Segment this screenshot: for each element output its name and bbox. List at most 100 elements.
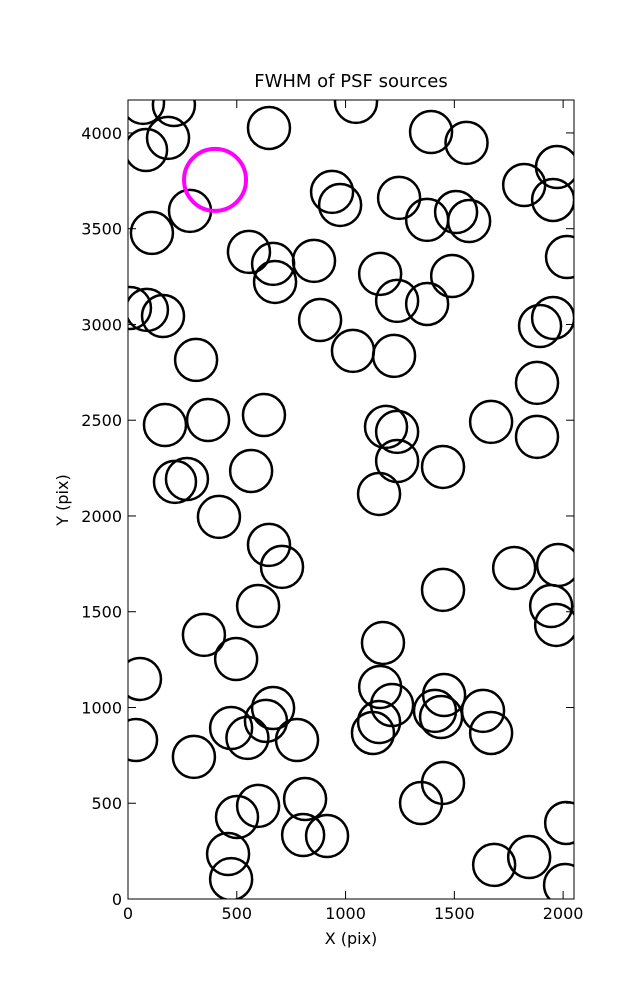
source-marker (542, 862, 574, 899)
source-marker (297, 297, 343, 343)
source-marker (433, 189, 479, 235)
source-marker (412, 688, 458, 734)
source-marker (259, 544, 305, 590)
source-marker (317, 182, 363, 228)
source-marker (376, 175, 422, 221)
source-marker (128, 717, 159, 763)
source-marker (446, 198, 492, 244)
source-marker (468, 399, 514, 445)
source-marker (142, 402, 188, 448)
y-tick-label: 3000 (81, 315, 122, 334)
source-marker (304, 813, 350, 859)
source-marker (128, 100, 166, 126)
y-tick-label: 0 (112, 890, 122, 909)
source-marker (363, 404, 409, 450)
source-marker (205, 831, 251, 877)
source-marker (528, 583, 574, 629)
source-marker (506, 834, 552, 880)
y-tick-label: 1000 (81, 698, 122, 717)
y-axis-label: Y (pix) (53, 474, 72, 526)
y-tick-label: 3500 (81, 220, 122, 239)
source-marker (241, 392, 287, 438)
source-marker (274, 717, 320, 763)
source-marker (356, 699, 402, 745)
source-marker (374, 409, 420, 455)
source-marker (420, 567, 466, 613)
x-axis-label: X (pix) (325, 929, 378, 948)
source-marker (208, 856, 254, 899)
x-tick-label: 1500 (434, 904, 475, 923)
source-marker (460, 688, 506, 734)
source-marker (408, 109, 454, 155)
source-marker (214, 794, 260, 840)
source-marker (404, 197, 450, 243)
source-marker (151, 100, 197, 128)
source-marker (491, 545, 537, 591)
source-marker (371, 333, 417, 379)
source-marker (129, 210, 175, 256)
source-marker (282, 776, 328, 822)
source-marker (213, 636, 259, 682)
source-marker (517, 303, 563, 349)
source-marker (228, 448, 274, 494)
source-marker (173, 337, 219, 383)
x-tick-label: 500 (222, 904, 253, 923)
source-marker (291, 238, 337, 284)
chart-title: FWHM of PSF sources (254, 71, 448, 92)
source-marker (246, 522, 292, 568)
source-marker (374, 438, 420, 484)
source-marker (543, 800, 574, 846)
source-marker (309, 169, 355, 215)
x-tick-label: 1000 (325, 904, 366, 923)
source-marker (128, 285, 153, 331)
source-marker (235, 583, 281, 629)
source-marker (164, 456, 210, 502)
source-marker (196, 494, 242, 540)
source-marker (429, 253, 475, 299)
y-tick-label: 1500 (81, 603, 122, 622)
source-marker (501, 162, 547, 208)
source-marker (225, 715, 270, 761)
source-marker (533, 602, 574, 648)
source-marker (514, 414, 560, 460)
source-marker (398, 780, 444, 826)
y-tick-label: 2000 (81, 507, 122, 526)
source-marker (360, 620, 406, 666)
source-marker (246, 105, 292, 151)
source-marker (128, 127, 169, 173)
source-marker (140, 293, 186, 339)
source-marker (182, 146, 249, 213)
source-marker (145, 115, 191, 161)
source-marker (185, 397, 231, 443)
axes-frame (127, 99, 575, 900)
y-tick-label: 4000 (81, 124, 122, 143)
source-marker (181, 612, 227, 658)
source-marker (356, 471, 402, 517)
source-marker (535, 542, 574, 588)
source-marker (514, 360, 560, 406)
source-marker (171, 734, 217, 780)
source-marker (468, 710, 514, 756)
source-marker (530, 295, 574, 341)
source-marker (374, 278, 420, 324)
source-marker (544, 234, 574, 280)
source-marker (357, 251, 403, 297)
source-marker (128, 656, 163, 702)
source-marker (471, 842, 517, 888)
y-tick-label: 2500 (81, 411, 122, 430)
source-marker (333, 100, 379, 125)
plot-area (128, 100, 574, 899)
source-marker (235, 783, 281, 829)
source-marker (444, 120, 489, 166)
source-marker (226, 229, 272, 275)
source-marker (250, 685, 296, 731)
source-marker (420, 444, 466, 490)
source-marker (252, 259, 298, 305)
x-tick-label: 0 (123, 904, 133, 923)
source-marker (404, 281, 450, 327)
source-marker (350, 710, 396, 756)
x-tick-label: 2000 (543, 904, 584, 923)
source-marker (530, 177, 574, 223)
y-tick-label: 500 (91, 794, 122, 813)
